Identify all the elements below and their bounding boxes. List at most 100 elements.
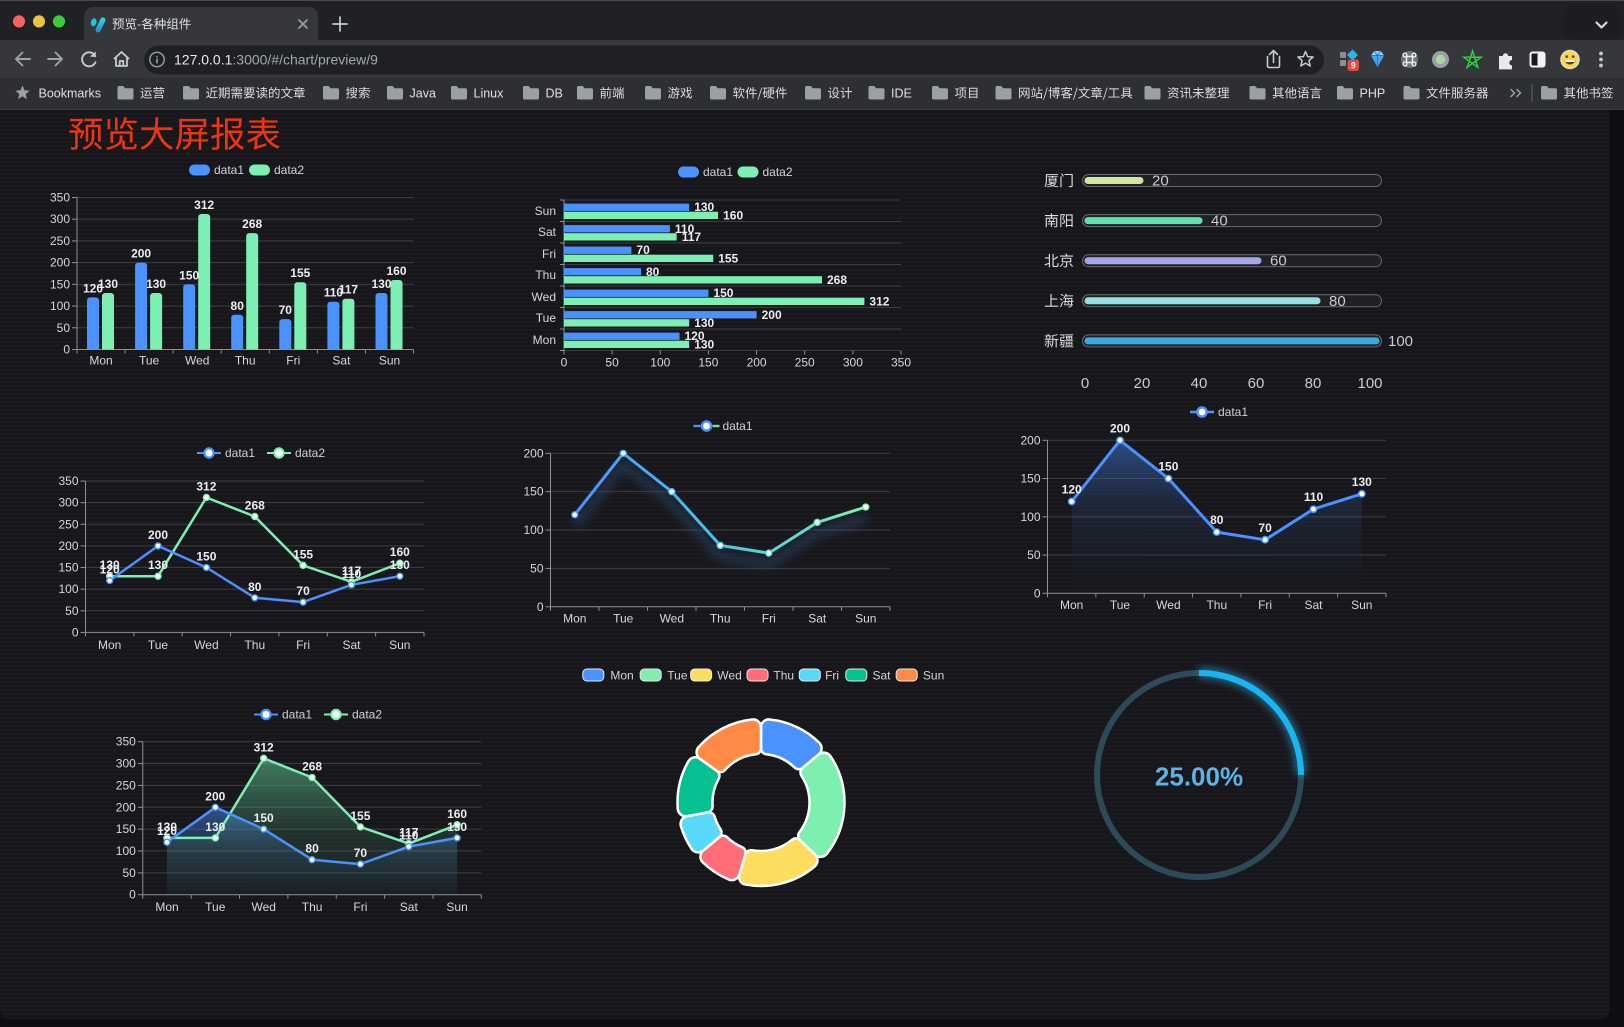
svg-text:110: 110 [399, 829, 419, 843]
svg-text:100: 100 [1357, 375, 1382, 392]
svg-text:200: 200 [1020, 433, 1040, 447]
svg-text:IDE: IDE [891, 87, 912, 101]
svg-text:data1: data1 [282, 708, 312, 722]
svg-text:150: 150 [196, 550, 216, 564]
svg-text:Mon: Mon [563, 612, 586, 626]
svg-text:100: 100 [1388, 333, 1413, 350]
svg-text:250: 250 [116, 778, 136, 792]
svg-text:130: 130 [694, 337, 714, 351]
svg-text:25.00%: 25.00% [1155, 762, 1243, 792]
svg-text:Fri: Fri [296, 638, 310, 652]
svg-text:50: 50 [57, 321, 71, 335]
svg-text:data2: data2 [763, 165, 793, 179]
svg-text:0: 0 [63, 343, 70, 357]
svg-text:Sat: Sat [332, 354, 351, 368]
svg-text:data1: data1 [214, 163, 244, 177]
svg-text:300: 300 [843, 356, 863, 370]
svg-text:150: 150 [179, 268, 199, 282]
svg-text:Thu: Thu [235, 354, 256, 368]
svg-text:120: 120 [100, 563, 120, 577]
svg-text:Wed: Wed [194, 638, 218, 652]
svg-text:150: 150 [50, 277, 70, 291]
svg-text:Sun: Sun [379, 354, 400, 368]
svg-text:Thu: Thu [710, 612, 731, 626]
svg-text:0: 0 [1034, 586, 1041, 600]
svg-text:60: 60 [1270, 253, 1287, 270]
svg-text:Fri: Fri [353, 900, 367, 914]
svg-text:0: 0 [72, 625, 79, 639]
svg-text:80: 80 [231, 299, 245, 313]
svg-text:200: 200 [116, 800, 136, 814]
svg-text:70: 70 [1258, 521, 1272, 535]
svg-text:Sat: Sat [1304, 598, 1323, 612]
svg-text:268: 268 [242, 217, 262, 231]
svg-text:120: 120 [157, 824, 177, 838]
svg-text:300: 300 [116, 757, 136, 771]
svg-text:Sat: Sat [400, 900, 419, 914]
svg-text:130: 130 [98, 277, 118, 291]
svg-text:200: 200 [762, 308, 782, 322]
svg-text:70: 70 [636, 243, 650, 257]
svg-text:200: 200 [58, 539, 78, 553]
svg-text:50: 50 [605, 356, 619, 370]
svg-text:data1: data1 [723, 419, 753, 433]
svg-text:150: 150 [116, 822, 136, 836]
svg-text:268: 268 [245, 499, 265, 513]
svg-text:80: 80 [248, 580, 262, 594]
svg-text:150: 150 [254, 811, 274, 825]
svg-text:350: 350 [116, 735, 136, 749]
svg-text:Tue: Tue [667, 669, 688, 683]
svg-text:80: 80 [1210, 513, 1224, 527]
svg-text:Wed: Wed [1156, 598, 1180, 612]
svg-text:350: 350 [58, 474, 78, 488]
svg-text:130: 130 [694, 200, 714, 214]
svg-text:130: 130 [390, 558, 410, 572]
svg-text:200: 200 [1110, 421, 1130, 435]
svg-text:150: 150 [698, 356, 718, 370]
svg-text:Sat: Sat [873, 669, 892, 683]
svg-text:200: 200 [131, 247, 151, 261]
svg-text:80: 80 [646, 265, 660, 279]
svg-text:160: 160 [386, 264, 406, 278]
svg-text:130: 130 [148, 558, 168, 572]
svg-text:155: 155 [290, 266, 310, 280]
svg-text:Tue: Tue [139, 354, 160, 368]
svg-text:0: 0 [561, 356, 568, 370]
svg-text:100: 100 [116, 844, 136, 858]
svg-text:Tue: Tue [1110, 598, 1131, 612]
svg-text:150: 150 [713, 286, 733, 300]
svg-text:155: 155 [350, 809, 370, 823]
svg-text:117: 117 [682, 230, 702, 244]
svg-text:20: 20 [1152, 173, 1169, 190]
svg-text:250: 250 [50, 234, 70, 248]
svg-text:Wed: Wed [185, 354, 209, 368]
svg-text:Wed: Wed [660, 612, 684, 626]
svg-text:312: 312 [869, 294, 889, 308]
svg-text:data2: data2 [274, 163, 304, 177]
svg-text:100: 100 [1020, 510, 1040, 524]
svg-text:50: 50 [530, 561, 544, 575]
svg-text:160: 160 [447, 807, 467, 821]
svg-text:data1: data1 [1218, 405, 1248, 419]
svg-text:Fri: Fri [542, 247, 556, 261]
svg-text:120: 120 [83, 281, 103, 295]
svg-text:Fri: Fri [1258, 598, 1272, 612]
svg-text:130: 130 [205, 820, 225, 834]
svg-text:Tue: Tue [536, 311, 557, 325]
svg-text:Sat: Sat [342, 638, 361, 652]
svg-text:data2: data2 [352, 708, 382, 722]
svg-text:200: 200 [148, 528, 168, 542]
svg-text:130: 130 [371, 277, 391, 291]
svg-text:Sun: Sun [1351, 598, 1372, 612]
svg-text:Thu: Thu [535, 268, 556, 282]
svg-text:268: 268 [827, 273, 847, 287]
svg-text:0: 0 [129, 888, 136, 902]
svg-text:Fri: Fri [286, 354, 300, 368]
svg-text:200: 200 [747, 356, 767, 370]
svg-text:150: 150 [1020, 472, 1040, 486]
svg-text:100: 100 [523, 523, 543, 537]
svg-text:data1: data1 [225, 446, 255, 460]
svg-text:Mon: Mon [89, 354, 112, 368]
svg-text:Sun: Sun [389, 638, 410, 652]
svg-text:Mon: Mon [155, 900, 178, 914]
